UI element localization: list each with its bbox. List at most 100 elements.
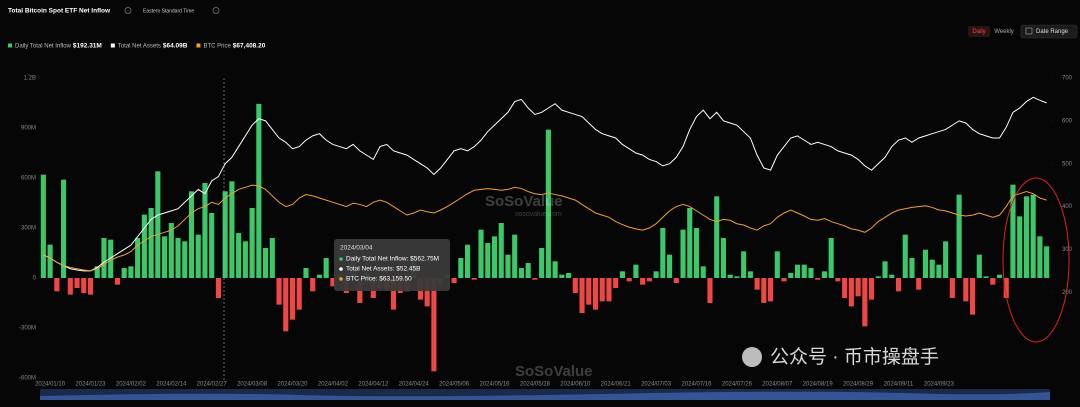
bar: [943, 241, 949, 278]
bar: [714, 196, 720, 278]
bar: [310, 278, 316, 292]
bar: [606, 278, 612, 302]
bar: [781, 278, 787, 282]
legend-swatch: [196, 43, 201, 48]
bar: [815, 278, 821, 280]
bar: [303, 268, 309, 278]
tooltip-dot: [339, 267, 343, 271]
tooltip-bg: [334, 239, 450, 291]
bar: [168, 223, 174, 278]
tooltip-line: BTC Price: $63,159.50: [346, 276, 412, 283]
bar: [525, 263, 531, 278]
bar: [390, 278, 397, 310]
bar: [162, 236, 168, 278]
date-range-button-bg[interactable]: [1020, 24, 1078, 39]
bar: [222, 191, 228, 278]
bar: [633, 264, 639, 278]
bar: [1017, 216, 1023, 278]
watermark: SoSoValue: [485, 193, 563, 210]
legend-label: Daily Total Net Inflow: [15, 44, 72, 50]
bar: [135, 238, 141, 278]
x-tick-label: 2024/04/02: [318, 382, 349, 388]
x-tick-label: 2024/04/24: [399, 382, 430, 388]
bar: [1023, 196, 1029, 278]
bar: [40, 174, 46, 278]
x-tick-label: 2024/08/29: [843, 382, 874, 388]
bar: [61, 179, 67, 278]
bar: [855, 278, 861, 297]
bar: [81, 278, 87, 293]
y2-tick-label: 200: [1062, 290, 1073, 296]
bar: [720, 238, 726, 278]
bar: [108, 239, 114, 278]
bar: [741, 251, 747, 278]
line: [43, 96, 1047, 272]
x-tick-label: 2024/06/10: [560, 382, 591, 388]
date-range-button[interactable]: Date Range: [1036, 29, 1069, 35]
bar: [283, 278, 289, 332]
x-tick-label: 2024/07/26: [722, 382, 753, 388]
daily-button-bg[interactable]: [968, 26, 990, 37]
legend: Daily Total Net Inflow $192.31M Total Net …: [8, 43, 266, 50]
x-tick-label: 2024/07/16: [681, 382, 712, 388]
bar: [323, 258, 329, 278]
bar: [229, 181, 235, 278]
bar: [734, 276, 740, 278]
bar: [202, 183, 208, 278]
bar: [976, 254, 982, 278]
daily-button[interactable]: Daily: [972, 29, 985, 35]
bar: [94, 266, 100, 278]
bar: [505, 254, 511, 278]
bar: [889, 274, 895, 278]
bar: [485, 243, 491, 278]
bar: [929, 259, 935, 278]
x-tick-label: 2024/05/28: [520, 382, 551, 388]
y-tick-label: 300M: [21, 226, 36, 232]
x-tick-label: 2024/01/10: [35, 382, 66, 388]
bar: [916, 278, 922, 290]
bar: [835, 278, 841, 282]
bar: [983, 276, 989, 278]
bar: [842, 278, 848, 298]
bar: [882, 261, 888, 278]
bar: [498, 223, 504, 278]
bar: [518, 268, 524, 278]
bar: [909, 258, 915, 278]
bar: [693, 228, 700, 278]
calendar-icon: [1025, 27, 1033, 35]
bar: [626, 278, 632, 282]
legend-value: $64.09B: [163, 43, 188, 50]
bar: [195, 234, 201, 278]
legend-value: $192.31M: [73, 43, 102, 50]
bar: [768, 278, 774, 302]
bar: [592, 278, 599, 310]
legend-value: $67,408.20: [233, 43, 266, 50]
bar: [175, 238, 181, 278]
bar: [761, 278, 767, 303]
weekly-button[interactable]: Weekly: [994, 29, 1014, 35]
legend-label: BTC Price: [203, 44, 231, 50]
tooltip: 2024/03/04 Daily Total Net Inflow: $562.…: [334, 239, 450, 291]
bar: [902, 234, 908, 278]
wechat-icon: [742, 347, 762, 367]
legend-swatch: [8, 43, 12, 48]
tooltip-date: 2024/03/04: [340, 245, 373, 252]
bar: [242, 241, 248, 278]
bar: [747, 271, 753, 278]
bar: [936, 264, 942, 278]
bar: [114, 278, 120, 285]
info-icon: [124, 7, 132, 14]
bar: [471, 278, 477, 280]
bar: [754, 278, 760, 290]
y2-tick-label: 700: [1062, 76, 1073, 82]
bar: [700, 266, 706, 278]
bar: [209, 213, 215, 278]
x-tick-label: 2024/05/06: [439, 382, 470, 388]
x-tick-label: 2024/07/03: [641, 382, 672, 388]
bar: [1037, 236, 1043, 278]
legend-label: Total Net Assets: [118, 44, 161, 50]
x-tick-label: 2024/03/20: [277, 382, 308, 388]
bar: [148, 208, 154, 278]
bar: [613, 278, 619, 288]
